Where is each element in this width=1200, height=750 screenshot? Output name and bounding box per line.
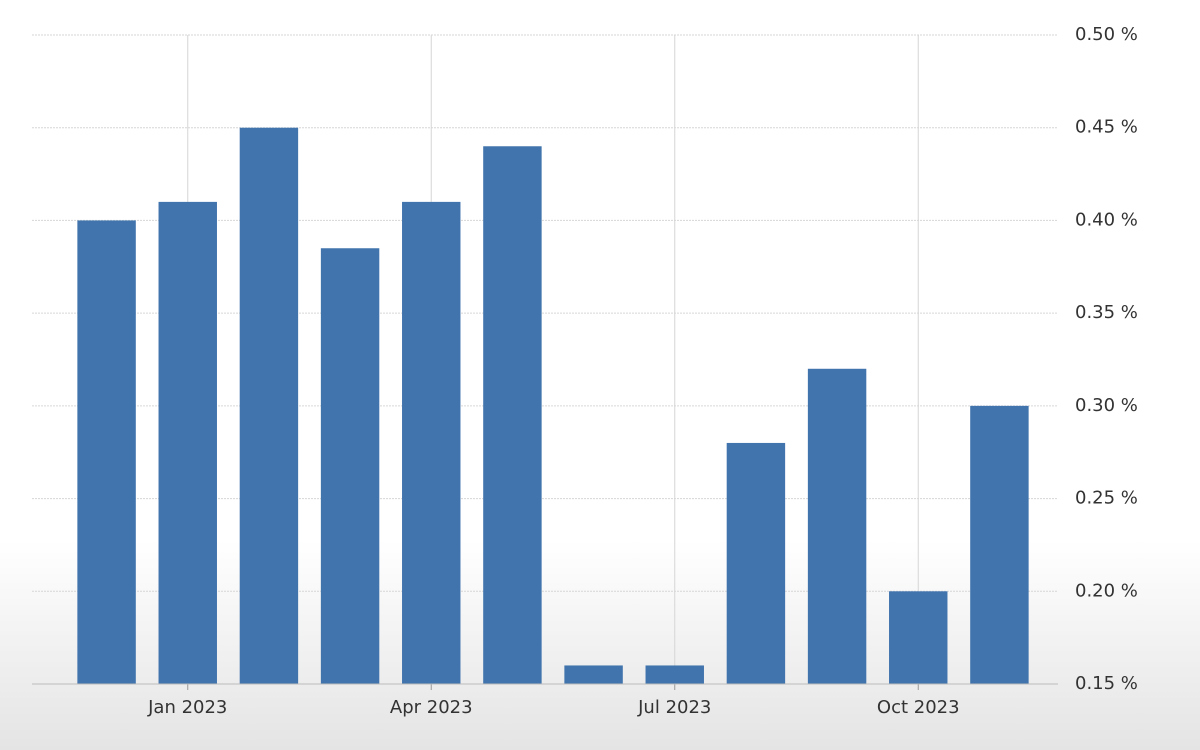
bar: [645, 665, 704, 684]
bar: [77, 220, 136, 684]
y-tick-label: 0.35 %: [1075, 302, 1138, 323]
x-tick-label: Jan 2023: [147, 697, 227, 718]
bar: [320, 248, 380, 684]
y-tick-label: 0.30 %: [1075, 395, 1138, 416]
y-tick-label: 0.50 %: [1075, 24, 1138, 45]
x-tick-label: Oct 2023: [877, 697, 960, 718]
bar: [970, 405, 1029, 684]
bar: [889, 591, 948, 684]
bar: [158, 201, 217, 684]
bar: [807, 368, 867, 684]
bar: [483, 146, 542, 684]
bar: [564, 665, 623, 684]
x-tick-label: Jul 2023: [637, 697, 711, 718]
bar: [726, 442, 786, 684]
bar: [402, 201, 461, 684]
x-tick-label: Apr 2023: [390, 697, 473, 718]
y-tick-label: 0.20 %: [1075, 580, 1138, 601]
y-tick-label: 0.45 %: [1075, 117, 1138, 138]
y-tick-label: 0.25 %: [1075, 488, 1138, 509]
bar: [239, 127, 299, 684]
y-tick-label: 0.40 %: [1075, 209, 1138, 230]
y-tick-label: 0.15 %: [1075, 673, 1138, 694]
